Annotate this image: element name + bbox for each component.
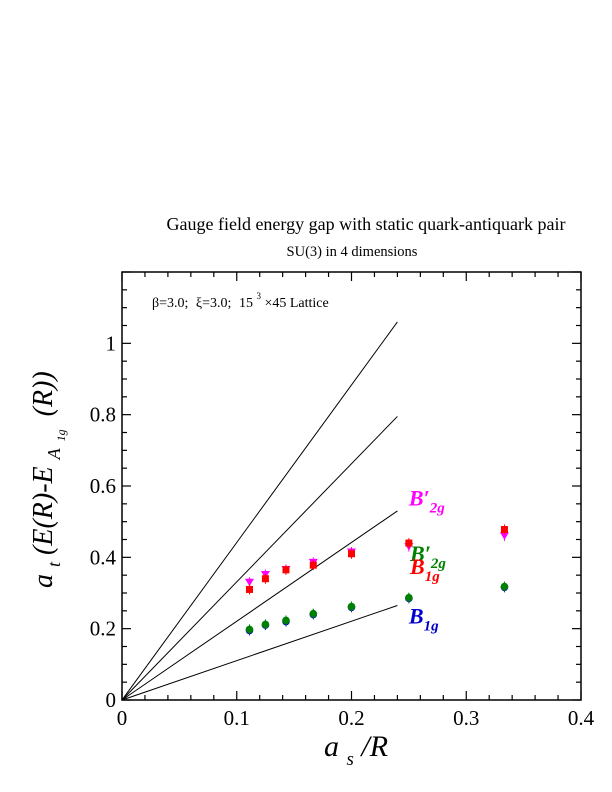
data-point [261, 620, 270, 629]
data-point [245, 585, 253, 593]
y-tick-label: 1 [106, 331, 117, 355]
y-tick-label: 0.2 [90, 617, 116, 641]
data-point [347, 602, 356, 611]
reference-line [121, 321, 398, 701]
chart-title: Gauge field energy gap with static quark… [166, 214, 565, 234]
reference-line [121, 416, 398, 701]
series-label-base: B′ [409, 541, 431, 566]
lattice-annotation: β=3.0; ξ=3.0; 15 3 ×45 Lattice [152, 288, 329, 311]
beta-text: β=3.0; [152, 296, 188, 311]
series-label-sub: 1g [424, 618, 440, 634]
series-label-sub: 2g [430, 556, 447, 572]
series-label-sub: 2g [429, 501, 446, 517]
data-point [405, 593, 413, 602]
data-point [499, 532, 509, 540]
y-label-sub-1g: 1g [54, 429, 68, 441]
x-tick-label: 0.2 [338, 706, 364, 730]
lattice-exp: 3 [256, 291, 261, 301]
y-label-sub-t: t [44, 561, 64, 567]
lattice-base: 15 [239, 296, 253, 311]
x-tick-label: 0 [117, 706, 128, 730]
x-label-sub: s [347, 749, 354, 770]
reference-lines [121, 321, 398, 701]
x-tick-label: 0.1 [224, 706, 250, 730]
series-label-base: B [408, 603, 424, 628]
y-label-post: (R)) [28, 371, 59, 416]
series-label-base: B [409, 554, 425, 579]
series-label-base: B′ [408, 486, 430, 511]
x-label-main: a [324, 730, 339, 763]
data-point [282, 566, 290, 574]
xi-text: ξ=3.0; [196, 296, 232, 311]
series-label: B′2g [409, 541, 446, 572]
tick-labels: 0 0.1 0.2 0.3 0.4 0 0.2 0.4 0.6 0.8 1 [90, 331, 595, 730]
y-label-sub-a: A [44, 447, 64, 460]
series-label: B1g [409, 554, 440, 585]
series-label-sub: 1g [425, 569, 441, 585]
reference-line [121, 605, 398, 701]
y-tick-label: 0.4 [90, 545, 117, 569]
data-point [309, 609, 318, 618]
x-tick-label: 0.3 [453, 706, 479, 730]
data-point [348, 550, 355, 558]
data-point [309, 561, 317, 569]
data-point [244, 578, 254, 587]
data-point [405, 539, 413, 547]
data-point [500, 582, 509, 591]
y-tick-label: 0 [106, 688, 117, 712]
y-axis-label: a t (E(R)-E A 1g (R)) [28, 371, 72, 588]
x-label-rest: /R [359, 730, 388, 763]
data-point [500, 526, 508, 534]
data-point [245, 625, 254, 634]
x-axis-label: a s /R [324, 730, 388, 772]
y-tick-label: 0.6 [90, 474, 116, 498]
reference-line [121, 510, 398, 701]
chart-subtitle: SU(3) in 4 dimensions [287, 244, 418, 260]
lattice-rest: ×45 Lattice [264, 296, 328, 311]
series-label: B′2g [408, 486, 445, 517]
axis-ticks [121, 271, 582, 701]
data-point [282, 616, 290, 625]
data-markers [244, 524, 509, 636]
data-point [261, 575, 269, 583]
x-tick-label: 0.4 [568, 706, 595, 730]
y-label-pre: a [28, 574, 59, 588]
y-label-mid: (E(R)-E [28, 466, 59, 555]
series-label: B1g [408, 603, 439, 634]
y-tick-label: 0.8 [90, 403, 116, 427]
